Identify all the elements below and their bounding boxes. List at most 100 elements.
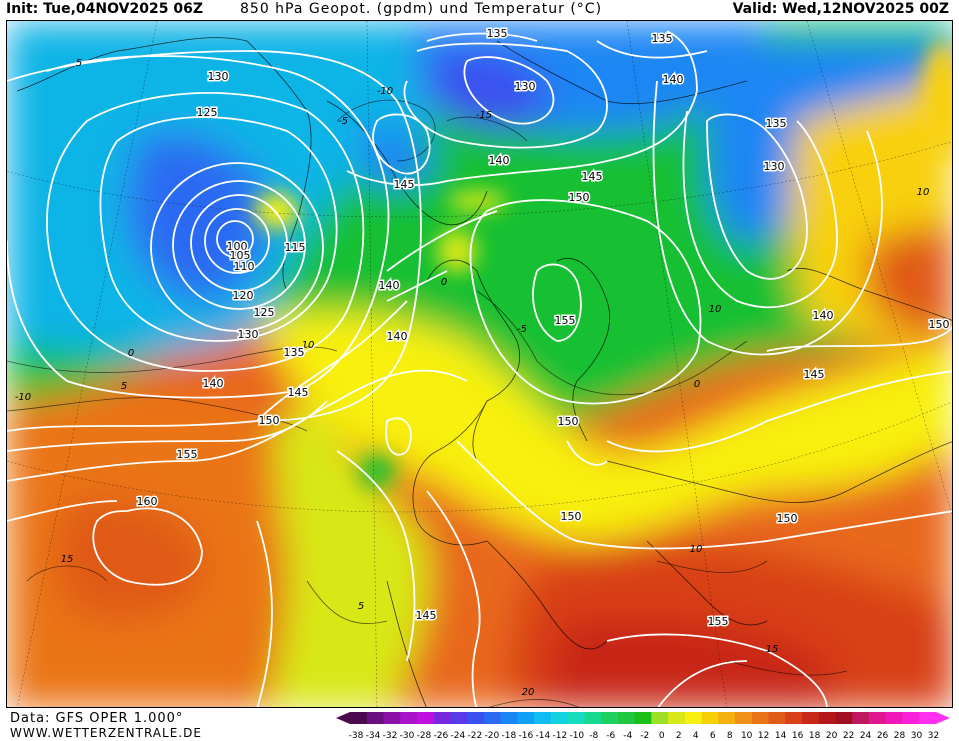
colorbar-tick-label: 0	[659, 731, 665, 740]
geopotential-label: 155	[177, 448, 198, 461]
geopotential-label: 140	[379, 279, 400, 292]
colorbar-swatch	[601, 712, 619, 724]
colorbar-swatch	[567, 712, 585, 724]
colorbar-tick-label: -28	[417, 731, 432, 740]
isotherm-label: 10	[690, 544, 703, 555]
temperature-colorbar: -38 -34 -32 -30 -28 -26 -24 -22 -20 -18 -16 -14 -12-…	[336, 712, 950, 740]
colorbar-tick-label: 6	[710, 731, 716, 740]
geopotential-label: 100	[227, 240, 248, 253]
isotherm-label: 0	[128, 348, 134, 359]
colorbar-swatch	[517, 712, 535, 724]
isotherm-label: 5	[76, 58, 82, 69]
colorbar-tick-label: -4	[623, 731, 632, 740]
colorbar-tick-label: -32	[383, 731, 398, 740]
geopotential-label: 135	[766, 117, 787, 130]
colorbar-swatch	[818, 712, 837, 724]
geopotential-label: 140	[489, 154, 510, 167]
colorbar-swatch	[701, 712, 719, 724]
colorbar-swatch	[350, 712, 368, 724]
colorbar-tick-label: 8	[727, 731, 733, 740]
isotherm-label: 15	[61, 554, 74, 565]
data-source-label: Data: GFS OPER 1.000°	[10, 711, 184, 726]
geopotential-label: 150	[561, 510, 582, 523]
geopotential-label: 155	[555, 314, 576, 327]
colorbar-swatch	[885, 712, 904, 724]
geopotential-label: 150	[929, 318, 950, 331]
geopotential-label: 160	[137, 495, 158, 508]
geopotential-label: 130	[208, 70, 229, 83]
colorbar-tick-label: -34	[366, 731, 381, 740]
geopotential-label: 130	[764, 160, 785, 173]
isotherm-label: -5	[517, 324, 527, 335]
colorbar-swatch	[802, 712, 820, 724]
colorbar-tick-label: -20	[485, 731, 500, 740]
valid-time-label: Valid: Wed,12NOV2025 00Z	[732, 1, 949, 17]
graticule	[7, 21, 952, 707]
colorbar-tick-label: 20	[826, 731, 838, 740]
colorbar-swatch	[634, 712, 652, 724]
colorbar-swatch	[400, 712, 418, 724]
weather-map: 5 0 5 -10 -5 -10 -15 0 10 -5 10 0 10 10 15 5 15 20 135 135…	[6, 20, 953, 708]
colorbar-swatch	[902, 712, 920, 724]
geopotential-label: 145	[582, 170, 603, 183]
geopotential-label: 140	[813, 309, 834, 322]
geopotential-label: 130	[238, 328, 259, 341]
colorbar-swatch	[534, 712, 552, 724]
geopotential-label: 140	[387, 330, 408, 343]
colorbar-tick-label: -14	[535, 731, 550, 740]
isotherm-label: -15	[476, 110, 492, 121]
geopotential-label: 115	[285, 241, 306, 254]
colorbar-left-arrow	[336, 712, 350, 724]
colorbar-tick-label: -24	[451, 731, 466, 740]
colorbar-tick-label: -6	[606, 731, 615, 740]
colorbar-tick-label: -12	[552, 731, 567, 740]
geopotential-label: 140	[663, 73, 684, 86]
colorbar-swatch	[416, 712, 435, 724]
geopotential-label: 125	[254, 306, 275, 319]
colorbar-swatch	[835, 712, 853, 724]
colorbar-tick-label: -18	[502, 731, 517, 740]
colorbar-swatch	[684, 712, 703, 724]
colorbar-swatch	[617, 712, 636, 724]
colorbar-swatch	[483, 712, 502, 724]
geopotential-label: 150	[569, 191, 590, 204]
colorbar-swatch	[383, 712, 401, 724]
colorbar-tick-label: 12	[758, 731, 769, 740]
isotherm-label: 0	[441, 277, 447, 288]
colorbar-tick-label: 4	[693, 731, 699, 740]
colorbar-tick-label: 16	[792, 731, 804, 740]
colorbar-tick-label: 14	[775, 731, 787, 740]
colorbar-tick-label: -10	[569, 731, 584, 740]
colorbar-swatch	[467, 712, 485, 724]
geopotential-label: 145	[804, 368, 825, 381]
footer-bar: Data: GFS OPER 1.000° WWW.WETTERZENTRALE…	[0, 710, 959, 741]
geopotential-label: 135	[652, 32, 673, 45]
geopotential-label: 105	[230, 249, 251, 262]
temperature-detail	[255, 41, 952, 487]
colorbar-swatch	[919, 712, 937, 724]
init-time-label: Init: Tue,04NOV2025 06Z	[6, 1, 203, 17]
colorbar-swatch	[651, 712, 669, 724]
colorbar-tick-label: -26	[434, 731, 449, 740]
isotherm-label: 0	[694, 379, 700, 390]
geopotential-label: 145	[416, 609, 437, 622]
isotherm-label: -10	[15, 392, 31, 403]
geopotential-label: 145	[394, 178, 415, 191]
geopotential-label: 135	[284, 346, 305, 359]
isotherm-label: 10	[302, 340, 315, 351]
colorbar-swatch	[852, 712, 870, 724]
colorbar-tick-label: 24	[860, 731, 872, 740]
coastlines	[16, 37, 952, 707]
colorbar-swatch	[718, 712, 736, 724]
colorbar-swatch	[366, 712, 384, 724]
isotherm-label: 5	[358, 601, 364, 612]
isotherm-label: 10	[917, 187, 930, 198]
geopotential-label: 125	[197, 106, 218, 119]
isotherm-label: 5	[121, 381, 127, 392]
isotherm-label: 20	[522, 687, 535, 698]
geopotential-label: 145	[288, 386, 309, 399]
colorbar-swatch	[751, 712, 770, 724]
colorbar-swatch	[869, 712, 887, 724]
